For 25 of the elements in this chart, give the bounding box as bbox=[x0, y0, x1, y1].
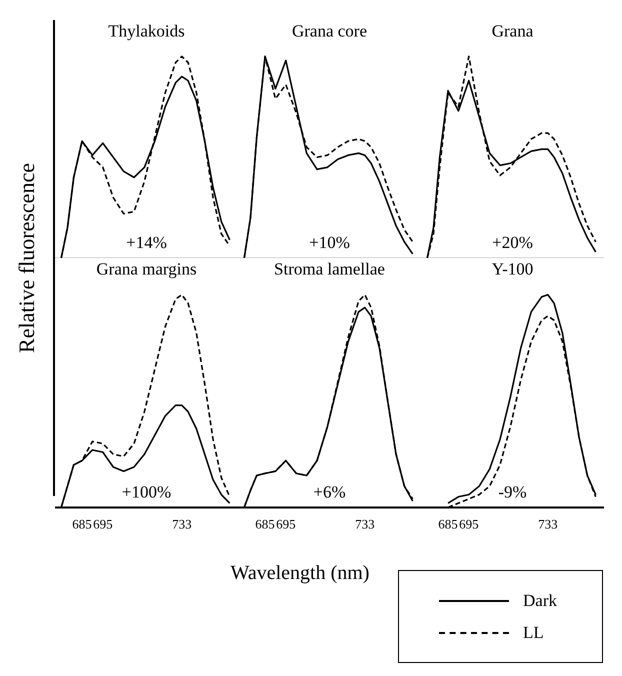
x-tick-label: 695 bbox=[459, 516, 479, 532]
legend-label: LL bbox=[523, 623, 544, 643]
y-axis-title: Relative fluorescence bbox=[14, 163, 40, 353]
annotation: +20% bbox=[492, 232, 533, 252]
chart-title: Thylakoids bbox=[108, 22, 185, 41]
x-tick-label: 695 bbox=[276, 516, 296, 532]
x-axis-title: Wavelength (nm) bbox=[230, 562, 370, 585]
x-tick-label: 685 bbox=[72, 516, 92, 532]
annotation: +100% bbox=[122, 482, 172, 502]
legend-label: Dark bbox=[523, 591, 557, 611]
chart-title: Grana core bbox=[292, 22, 368, 41]
annotation: +14% bbox=[126, 232, 167, 252]
annotation: +6% bbox=[313, 482, 346, 502]
x-tick-label: 695 bbox=[93, 516, 113, 532]
x-tick-label: 685 bbox=[255, 516, 275, 532]
x-tick-label: 733 bbox=[538, 516, 558, 532]
annotation: -9% bbox=[498, 482, 527, 502]
chart-title: Grana bbox=[492, 22, 534, 41]
x-tick-label: 685 bbox=[438, 516, 458, 532]
annotation: +10% bbox=[309, 232, 350, 252]
chart-title: Stroma lamellae bbox=[274, 260, 385, 279]
chart-title: Grana margins bbox=[96, 260, 197, 279]
chart-title: Y-100 bbox=[492, 260, 534, 279]
x-tick-label: 733 bbox=[172, 516, 192, 532]
x-tick-label: 733 bbox=[355, 516, 375, 532]
